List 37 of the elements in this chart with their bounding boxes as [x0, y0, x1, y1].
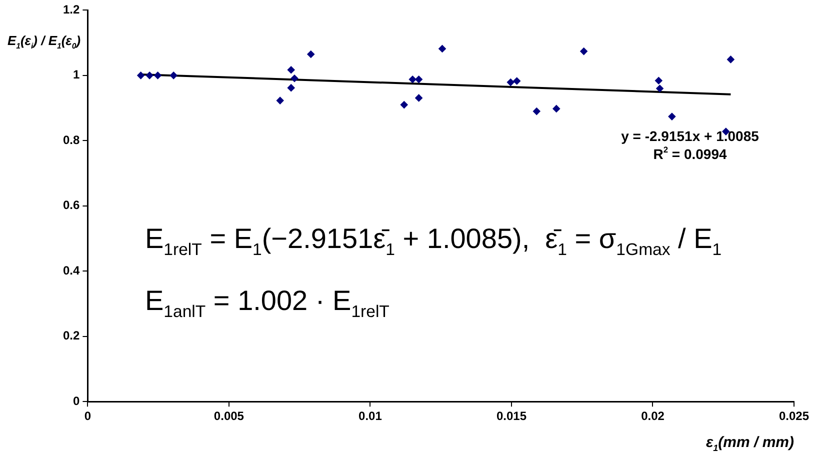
point: [408, 76, 416, 84]
point: [513, 77, 521, 85]
point: [400, 101, 408, 108]
x-tick-label: 0: [84, 409, 92, 424]
point: [552, 105, 560, 112]
x-tick-label: 0.005: [214, 409, 244, 424]
y-tick-label: 1.2: [62, 2, 80, 17]
point: [654, 76, 662, 84]
point: [287, 84, 295, 92]
x-tick-label: 0.015: [496, 409, 527, 424]
y-tick-label: 0.6: [62, 198, 80, 212]
point: [276, 96, 284, 104]
point: [154, 72, 162, 80]
point: [668, 112, 676, 120]
point: [146, 72, 154, 80]
point: [170, 72, 178, 80]
point: [137, 72, 144, 80]
y-tick-label: 1: [72, 68, 80, 82]
point: [727, 56, 734, 64]
x-tick-label: 0.01: [358, 409, 382, 424]
y-tick-label: 0.8: [62, 132, 80, 147]
annotation: y = -2.9151x + 1.0085: [621, 128, 760, 144]
point: [580, 48, 588, 55]
point: [287, 66, 295, 74]
y-tick-label: 0: [72, 394, 80, 408]
point: [415, 76, 423, 84]
y-tick-label: 0.2: [62, 328, 80, 343]
point: [415, 94, 423, 102]
point: [438, 44, 446, 52]
point: [506, 78, 514, 86]
point: [532, 108, 540, 116]
point: [656, 84, 664, 92]
point: [307, 50, 315, 58]
x-tick-label: 0.02: [641, 409, 665, 424]
point: [290, 74, 298, 82]
y-tick-label: 0.4: [62, 263, 80, 278]
x-tick-label: 0.025: [778, 409, 810, 424]
